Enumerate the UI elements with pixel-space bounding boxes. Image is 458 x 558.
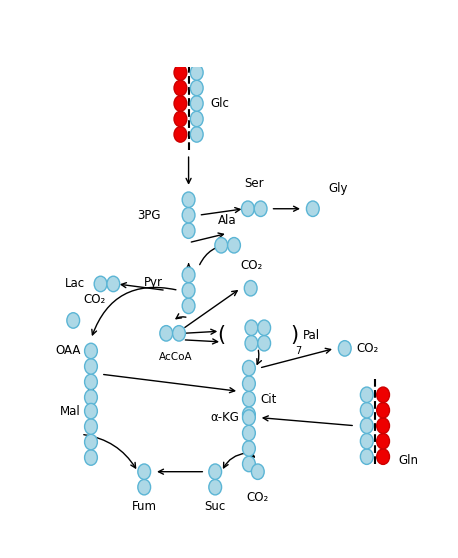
Circle shape xyxy=(360,402,373,418)
Circle shape xyxy=(85,450,98,465)
Text: Gln: Gln xyxy=(398,454,418,466)
Circle shape xyxy=(360,418,373,434)
Circle shape xyxy=(209,479,222,495)
Circle shape xyxy=(85,403,98,419)
Circle shape xyxy=(241,201,254,217)
Circle shape xyxy=(243,360,255,376)
Circle shape xyxy=(173,326,185,341)
Text: Ser: Ser xyxy=(245,177,264,190)
Circle shape xyxy=(360,434,373,449)
Circle shape xyxy=(191,127,203,142)
Circle shape xyxy=(85,419,98,434)
Circle shape xyxy=(182,223,195,238)
Circle shape xyxy=(160,326,173,341)
Circle shape xyxy=(243,410,255,425)
Text: Mal: Mal xyxy=(60,405,81,417)
Circle shape xyxy=(174,96,187,111)
Circle shape xyxy=(245,320,258,335)
Circle shape xyxy=(243,456,255,472)
Circle shape xyxy=(85,374,98,389)
Circle shape xyxy=(243,391,255,407)
Text: Fum: Fum xyxy=(132,500,157,513)
Circle shape xyxy=(174,111,187,127)
Circle shape xyxy=(174,127,187,142)
Text: CO₂: CO₂ xyxy=(83,294,105,306)
Circle shape xyxy=(209,464,222,479)
Text: CO₂: CO₂ xyxy=(241,259,263,272)
Circle shape xyxy=(191,96,203,111)
Circle shape xyxy=(85,343,98,359)
Circle shape xyxy=(191,65,203,80)
Circle shape xyxy=(85,359,98,374)
Circle shape xyxy=(182,283,195,298)
Circle shape xyxy=(376,402,389,418)
Circle shape xyxy=(182,267,195,283)
Circle shape xyxy=(376,387,389,402)
Text: Pyr: Pyr xyxy=(144,276,163,289)
Circle shape xyxy=(182,208,195,223)
Text: CO₂: CO₂ xyxy=(356,342,379,355)
Circle shape xyxy=(94,276,107,292)
Circle shape xyxy=(174,80,187,96)
Text: 3PG: 3PG xyxy=(137,209,161,222)
Circle shape xyxy=(243,407,255,422)
Circle shape xyxy=(67,312,80,328)
Circle shape xyxy=(215,238,228,253)
Circle shape xyxy=(85,389,98,405)
Text: Lac: Lac xyxy=(65,277,85,290)
Text: 7: 7 xyxy=(295,346,302,356)
Text: (: ( xyxy=(218,325,225,345)
Circle shape xyxy=(376,434,389,449)
Circle shape xyxy=(182,298,195,314)
Text: CO₂: CO₂ xyxy=(247,492,269,504)
Circle shape xyxy=(258,320,271,335)
Circle shape xyxy=(85,434,98,450)
Circle shape xyxy=(376,449,389,464)
Text: α-KG: α-KG xyxy=(210,411,239,424)
Circle shape xyxy=(174,65,187,80)
Circle shape xyxy=(138,479,151,495)
Circle shape xyxy=(182,192,195,208)
Text: Gly: Gly xyxy=(328,181,348,195)
Text: AcCoA: AcCoA xyxy=(159,352,193,362)
Circle shape xyxy=(243,376,255,391)
Text: Glc: Glc xyxy=(210,97,229,110)
Circle shape xyxy=(338,340,351,356)
Text: OAA: OAA xyxy=(56,344,81,358)
Text: Cit: Cit xyxy=(261,393,277,406)
Circle shape xyxy=(191,111,203,127)
Circle shape xyxy=(306,201,319,217)
Text: Ala: Ala xyxy=(218,214,237,227)
Circle shape xyxy=(251,464,264,479)
Circle shape xyxy=(360,449,373,464)
Circle shape xyxy=(245,335,258,351)
Circle shape xyxy=(228,238,240,253)
Circle shape xyxy=(258,335,271,351)
Circle shape xyxy=(138,464,151,479)
Circle shape xyxy=(243,441,255,456)
Text: Pal: Pal xyxy=(303,329,320,342)
Text: ): ) xyxy=(290,325,298,345)
Circle shape xyxy=(107,276,120,292)
Circle shape xyxy=(244,281,257,296)
Circle shape xyxy=(254,201,267,217)
Circle shape xyxy=(376,418,389,434)
Circle shape xyxy=(191,80,203,96)
Text: Suc: Suc xyxy=(205,500,226,513)
Circle shape xyxy=(243,425,255,441)
Circle shape xyxy=(360,387,373,402)
